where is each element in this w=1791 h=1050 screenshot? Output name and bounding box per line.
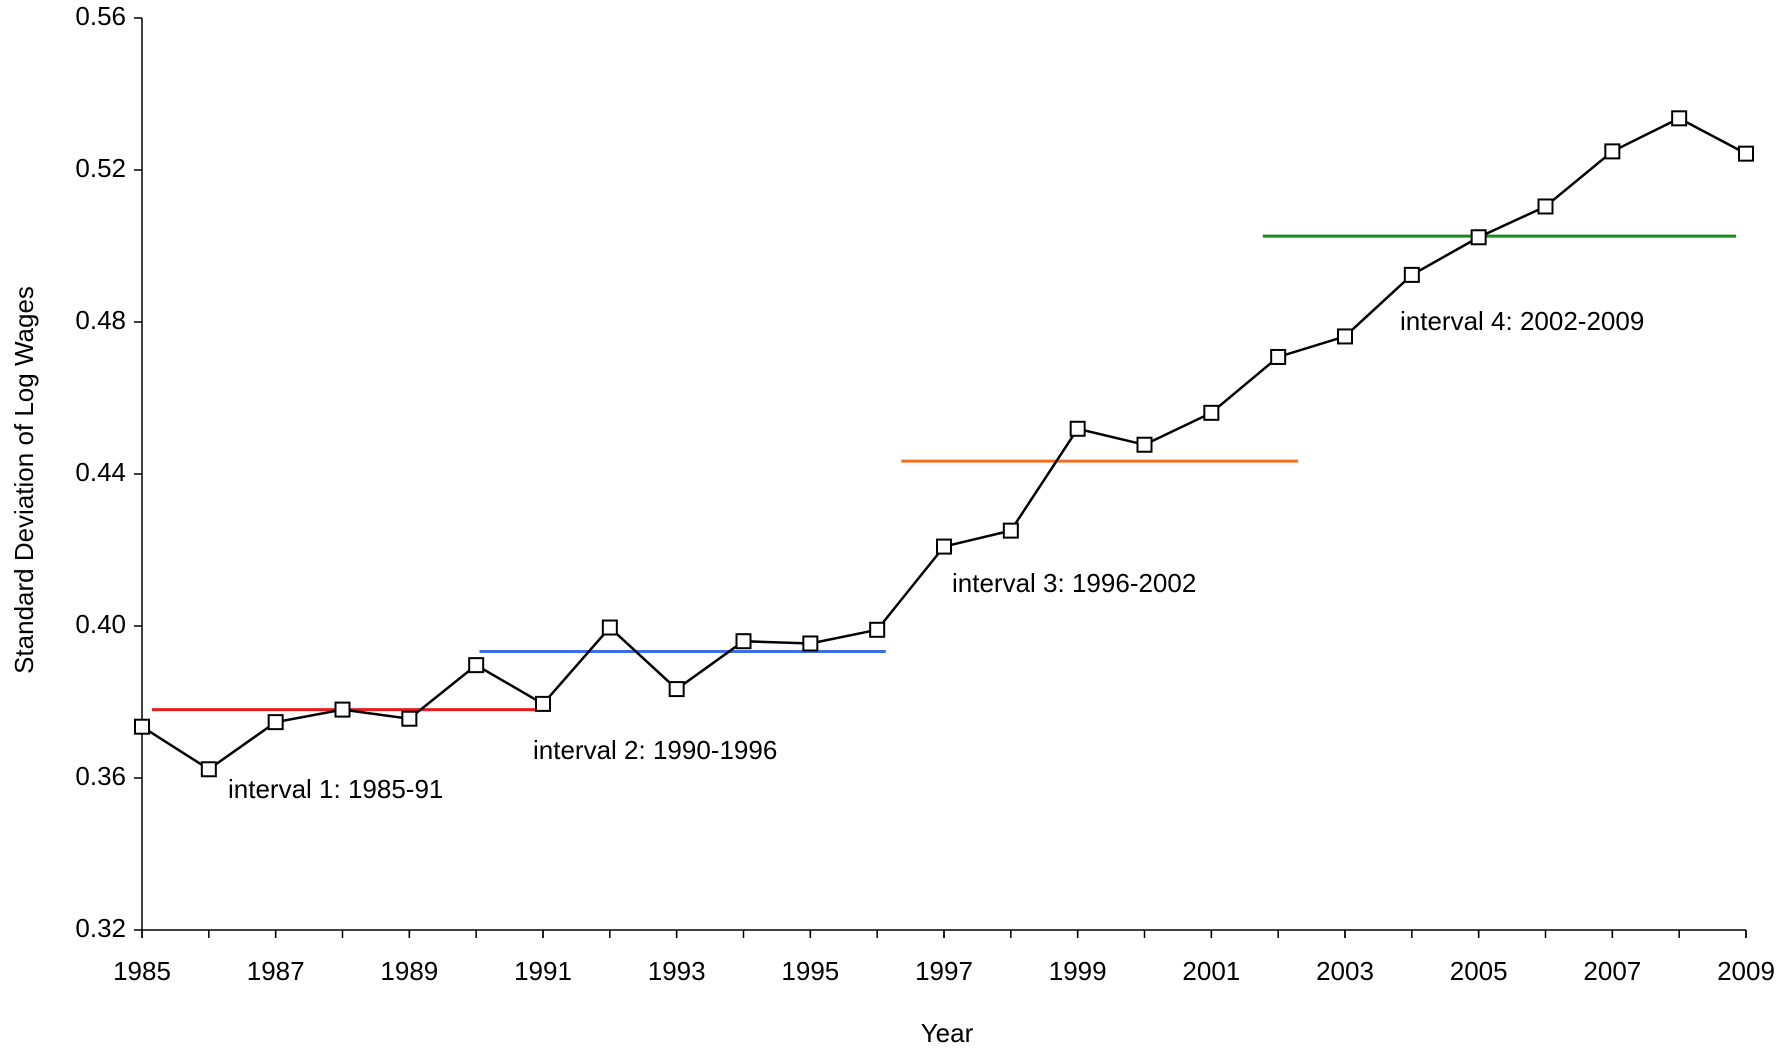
- y-tick-label: 0.52: [75, 153, 126, 183]
- x-tick-label: 2003: [1316, 956, 1374, 986]
- data-marker: [1671, 110, 1688, 127]
- data-marker: [1337, 328, 1353, 345]
- data-marker: [601, 619, 618, 636]
- annotation: interval 3: 1996-2002: [952, 568, 1196, 598]
- data-marker: [1470, 229, 1487, 246]
- y-tick-label: 0.36: [75, 761, 126, 791]
- x-tick-label: 1997: [915, 956, 973, 986]
- data-marker: [1403, 266, 1420, 283]
- data-marker: [535, 695, 551, 712]
- data-marker: [1738, 145, 1754, 162]
- x-tick-label: 1993: [648, 956, 706, 986]
- x-tick-label: 2005: [1450, 956, 1508, 986]
- y-tick-label: 0.48: [75, 305, 126, 335]
- data-marker: [468, 657, 485, 674]
- data-marker: [200, 761, 217, 778]
- y-axis-title: Standard Deviation of Log Wages: [9, 286, 39, 674]
- data-marker: [936, 538, 952, 555]
- data-marker: [1270, 348, 1287, 365]
- data-marker: [1136, 436, 1153, 453]
- data-marker: [1537, 198, 1554, 215]
- annotation: interval 1: 1985-91: [228, 774, 443, 804]
- data-marker: [668, 681, 685, 698]
- y-tick-label: 0.56: [75, 1, 126, 31]
- data-marker: [134, 718, 150, 735]
- x-tick-label: 2001: [1182, 956, 1240, 986]
- data-marker: [735, 633, 752, 650]
- x-tick-label: 1999: [1049, 956, 1107, 986]
- data-line: [141, 116, 1747, 771]
- y-tick-label: 0.40: [75, 609, 126, 639]
- data-marker: [334, 701, 351, 718]
- annotation: interval 2: 1990-1996: [533, 735, 777, 765]
- x-tick-label: 2007: [1583, 956, 1641, 986]
- annotation: interval 4: 2002-2009: [1400, 306, 1644, 336]
- x-tick-label: 1995: [781, 956, 839, 986]
- data-marker: [802, 635, 819, 652]
- data-marker: [1002, 522, 1019, 539]
- x-tick-label: 2009: [1717, 956, 1775, 986]
- data-marker: [401, 710, 418, 727]
- data-marker: [1069, 420, 1086, 437]
- y-tick-label: 0.32: [75, 913, 126, 943]
- x-tick-label: 1985: [113, 956, 171, 986]
- x-axis-title: Year: [921, 1018, 974, 1048]
- data-marker: [267, 714, 284, 731]
- x-tick-label: 1989: [380, 956, 438, 986]
- x-tick-label: 1987: [247, 956, 305, 986]
- data-marker: [869, 621, 886, 638]
- data-marker: [1203, 404, 1220, 421]
- data-marker: [1604, 143, 1621, 160]
- x-tick-label: 1991: [514, 956, 572, 986]
- y-tick-label: 0.44: [75, 457, 126, 487]
